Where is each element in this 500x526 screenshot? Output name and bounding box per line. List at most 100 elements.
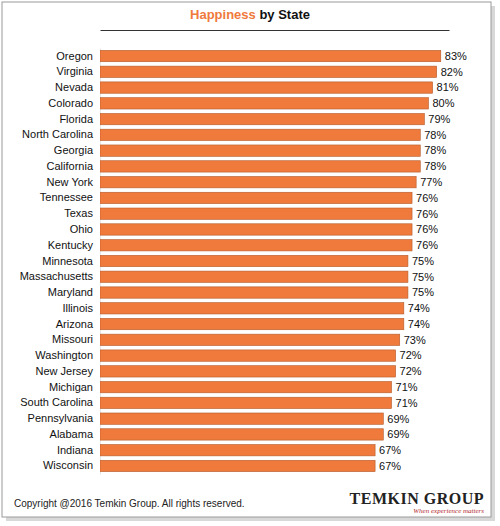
data-labels: 83%82%81%80%79%78%78%78%77%76%76%76%76%7…	[379, 50, 467, 472]
bar	[100, 366, 396, 377]
data-label: 74%	[408, 318, 430, 330]
y-tick: Arizona	[56, 318, 100, 330]
y-tick: Colorado	[48, 97, 100, 109]
y-tick: Oregon	[56, 50, 100, 62]
bar	[100, 145, 420, 156]
y-tick-label: Tennessee	[40, 191, 93, 203]
y-tick: South Carolina	[20, 396, 100, 408]
data-label: 76%	[416, 223, 438, 235]
y-tick-label: Pennsylvania	[28, 412, 94, 424]
y-tick-label: Nevada	[55, 81, 94, 93]
logo-tagline: When experience matters	[413, 507, 484, 515]
y-tick: Massachusetts	[20, 270, 100, 282]
y-tick-label: Texas	[64, 207, 93, 219]
y-tick-label: Kentucky	[48, 239, 94, 251]
y-tick-label: Colorado	[48, 97, 93, 109]
bar	[100, 82, 433, 93]
y-tick-label: Massachusetts	[20, 270, 94, 282]
y-tick-label: South Carolina	[20, 396, 94, 408]
data-label: 82%	[441, 66, 463, 78]
bar	[100, 429, 383, 440]
y-tick: Michigan	[49, 381, 100, 393]
x-axis	[101, 30, 450, 31]
y-tick: Washington	[35, 349, 100, 361]
bar	[100, 397, 392, 408]
data-label: 67%	[379, 460, 401, 472]
bar	[100, 271, 408, 282]
y-tick: Wisconsin	[43, 459, 100, 471]
y-tick: Pennsylvania	[28, 412, 100, 424]
y-tick-label: Indiana	[57, 444, 94, 456]
data-label: 71%	[396, 397, 418, 409]
data-label: 77%	[420, 176, 442, 188]
data-label: 72%	[400, 349, 422, 361]
frame	[2, 2, 491, 517]
y-tick: New Jersey	[36, 365, 100, 377]
bar	[100, 287, 408, 298]
y-tick: Minnesota	[42, 255, 100, 267]
title: Happiness by State	[190, 7, 310, 22]
y-tick: Ohio	[70, 223, 100, 235]
data-label: 74%	[408, 302, 430, 314]
data-label: 72%	[400, 365, 422, 377]
y-tick-label: Michigan	[49, 381, 93, 393]
bar	[100, 255, 408, 266]
y-tick: Maryland	[48, 286, 100, 298]
bar	[100, 303, 404, 314]
data-label: 79%	[428, 113, 450, 125]
chart: Happiness by State Oregon Virginia Nevada Co…	[0, 0, 500, 526]
data-label: 75%	[412, 271, 434, 283]
copyright: Copyright @2016 Temkin Group. All rights…	[14, 498, 245, 509]
bar	[100, 66, 437, 77]
bars	[100, 50, 441, 471]
y-tick-label: New Jersey	[36, 365, 94, 377]
logo: TEMKIN GROUP	[350, 490, 484, 507]
bar	[100, 50, 441, 61]
data-label: 75%	[412, 286, 434, 298]
bar	[100, 318, 404, 329]
data-label: 76%	[416, 208, 438, 220]
bar	[100, 224, 412, 235]
bar	[100, 161, 420, 172]
y-tick-label: Minnesota	[42, 255, 94, 267]
data-label: 80%	[432, 97, 454, 109]
data-label: 78%	[424, 129, 446, 141]
bar	[100, 350, 396, 361]
y-tick: Texas	[64, 207, 100, 219]
data-label: 78%	[424, 160, 446, 172]
y-tick-label: Illinois	[62, 302, 93, 314]
y-tick: Alabama	[50, 428, 100, 440]
bar	[100, 460, 375, 471]
data-label: 78%	[424, 144, 446, 156]
data-label: 69%	[387, 428, 409, 440]
y-tick: Tennessee	[40, 191, 100, 203]
y-tick-label: Oregon	[56, 50, 93, 62]
data-label: 73%	[404, 334, 426, 346]
data-label: 76%	[416, 192, 438, 204]
bar	[100, 334, 400, 345]
y-tick: North Carolina	[22, 128, 100, 140]
y-tick: Kentucky	[48, 239, 100, 251]
data-label: 75%	[412, 255, 434, 267]
y-tick-label: Maryland	[48, 286, 93, 298]
y-tick-label: Washington	[35, 349, 93, 361]
y-tick: Virginia	[57, 65, 101, 77]
bar	[100, 240, 412, 251]
data-label: 81%	[437, 81, 459, 93]
bar	[100, 98, 428, 109]
y-tick-label: New York	[47, 176, 94, 188]
y-tick-label: Wisconsin	[43, 459, 93, 471]
y-tick-label: Missouri	[52, 333, 93, 345]
y-tick-label: Arizona	[56, 318, 94, 330]
y-tick: California	[47, 160, 100, 172]
y-tick-label: California	[47, 160, 94, 172]
bar	[100, 413, 383, 424]
bar	[100, 113, 424, 124]
bar	[100, 192, 412, 203]
y-tick-label: Georgia	[54, 144, 94, 156]
y-tick: Missouri	[52, 333, 100, 345]
y-tick-label: Alabama	[50, 428, 94, 440]
data-label: 67%	[379, 444, 401, 456]
data-label: 83%	[445, 50, 467, 62]
bar	[100, 208, 412, 219]
